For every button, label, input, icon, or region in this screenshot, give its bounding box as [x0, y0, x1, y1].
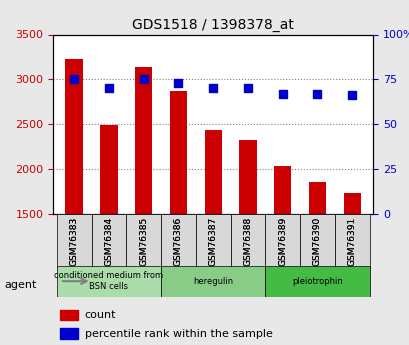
Bar — [135, 67, 152, 345]
Text: GSM76389: GSM76389 — [278, 217, 287, 266]
FancyBboxPatch shape — [196, 214, 230, 269]
Point — [209, 86, 216, 91]
Bar — [60, 310, 78, 320]
Point — [71, 77, 77, 82]
Text: GSM76387: GSM76387 — [208, 217, 217, 266]
Point — [175, 80, 181, 86]
Bar — [273, 166, 291, 345]
Bar — [60, 328, 78, 339]
Bar — [239, 140, 256, 345]
FancyBboxPatch shape — [56, 266, 161, 297]
Text: pleiotrophin: pleiotrophin — [291, 277, 342, 286]
FancyBboxPatch shape — [230, 214, 265, 269]
FancyBboxPatch shape — [161, 214, 196, 269]
Point — [140, 77, 146, 82]
Text: GSM76385: GSM76385 — [139, 217, 148, 266]
Text: GSM76386: GSM76386 — [173, 217, 182, 266]
Point — [279, 91, 285, 97]
Text: GSM76386: GSM76386 — [173, 217, 182, 266]
FancyBboxPatch shape — [265, 214, 299, 269]
Text: count: count — [85, 310, 116, 320]
Bar — [100, 125, 117, 345]
Bar — [308, 181, 326, 345]
Text: GSM76387: GSM76387 — [208, 217, 217, 266]
Text: GSM76391: GSM76391 — [347, 217, 356, 266]
Point — [348, 93, 355, 98]
Text: GSM76383: GSM76383 — [70, 217, 79, 266]
FancyBboxPatch shape — [161, 266, 265, 297]
FancyBboxPatch shape — [265, 266, 369, 297]
Text: heregulin: heregulin — [193, 277, 233, 286]
Point — [313, 91, 320, 97]
Text: agent: agent — [4, 280, 36, 289]
FancyBboxPatch shape — [56, 214, 91, 269]
Bar — [65, 59, 83, 345]
FancyBboxPatch shape — [91, 214, 126, 269]
Text: GSM76390: GSM76390 — [312, 217, 321, 266]
Text: GSM76391: GSM76391 — [347, 217, 356, 266]
Text: GSM76388: GSM76388 — [243, 217, 252, 266]
FancyBboxPatch shape — [334, 214, 369, 269]
Text: GSM76385: GSM76385 — [139, 217, 148, 266]
Bar — [204, 130, 221, 345]
Point — [244, 86, 251, 91]
Text: GSM76384: GSM76384 — [104, 217, 113, 266]
Point — [106, 86, 112, 91]
Text: percentile rank within the sample: percentile rank within the sample — [85, 329, 272, 339]
Text: GSM76383: GSM76383 — [70, 217, 79, 266]
Text: GSM76384: GSM76384 — [104, 217, 113, 266]
Title: GDS1518 / 1398378_at: GDS1518 / 1398378_at — [132, 18, 293, 32]
Text: GSM76390: GSM76390 — [312, 217, 321, 266]
Bar — [343, 193, 360, 345]
FancyBboxPatch shape — [299, 214, 334, 269]
Text: GSM76389: GSM76389 — [278, 217, 287, 266]
Text: GSM76388: GSM76388 — [243, 217, 252, 266]
Bar — [169, 91, 187, 345]
FancyBboxPatch shape — [126, 214, 161, 269]
Text: conditioned medium from
BSN cells: conditioned medium from BSN cells — [54, 272, 163, 291]
